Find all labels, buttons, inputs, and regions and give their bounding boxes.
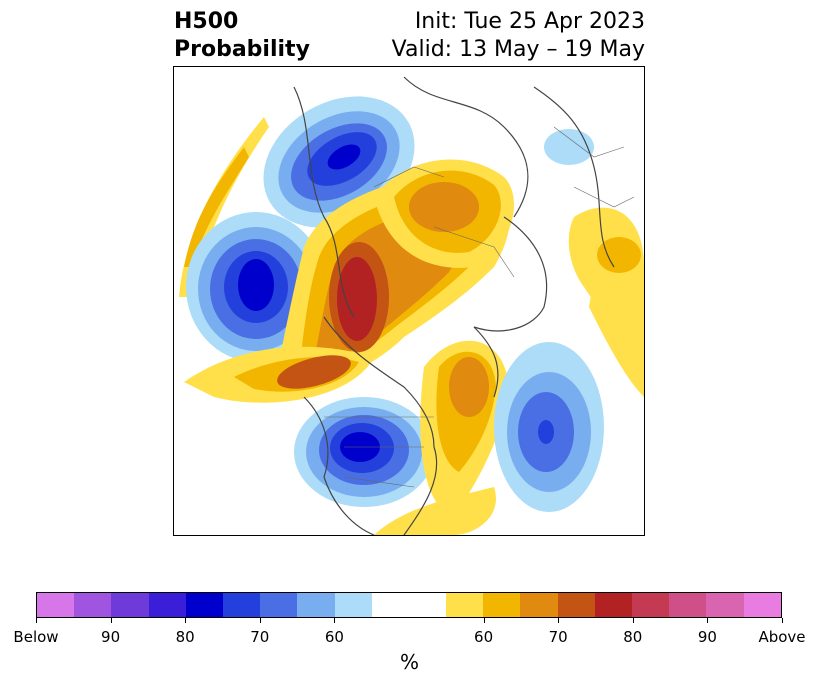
colorbar-segment — [446, 593, 484, 617]
colorbar-tickmark — [782, 618, 783, 623]
colorbar-tickmark — [36, 618, 37, 623]
colorbar-tickmark — [334, 618, 336, 623]
colorbar-tick-label: Below — [13, 628, 59, 646]
blue-anomaly-west-conus — [294, 397, 434, 507]
colorbar-tickmark — [185, 618, 187, 623]
colorbar-tick-label: 80 — [175, 628, 195, 646]
orange-arc-west — [184, 147, 249, 267]
colorbar-segment — [260, 593, 298, 617]
colorbar-tickmark — [632, 618, 634, 623]
colorbar-segment — [408, 593, 447, 617]
colorbar-tick-label: 60 — [324, 628, 344, 646]
colorbar-segment — [743, 593, 781, 617]
orange-anomaly-canada-east — [420, 340, 509, 517]
colorbar-segment — [185, 593, 223, 617]
colorbar-tick-label: 70 — [250, 628, 270, 646]
colorbar-segment — [297, 593, 335, 617]
colorbar-tickmark — [259, 618, 261, 623]
colorbar-segment — [37, 593, 75, 617]
yellow-anomaly-europe — [568, 207, 644, 397]
country-borders — [324, 126, 635, 488]
colorbar-segment — [557, 593, 595, 617]
colorbar-segment — [483, 593, 521, 617]
colorbar-segment — [371, 593, 409, 617]
colorbar-tickmark — [707, 618, 709, 623]
colorbar-tick-label: 80 — [623, 628, 643, 646]
colorbar-segment — [594, 593, 632, 617]
blue-anomaly-atlantic — [494, 342, 604, 512]
colorbar-segment — [520, 593, 558, 617]
yellow-band-southeast — [374, 487, 496, 535]
colorbar-tick-labels: Below 90 80 70 60 60 70 80 90 Above — [0, 628, 819, 648]
title-line-1: H500 — [174, 9, 239, 34]
colorbar-tickmark — [483, 618, 485, 623]
blue-anomaly-east-siberia — [263, 96, 415, 228]
colorbar-unit-label: % — [399, 650, 419, 674]
colorbar-segment — [706, 593, 744, 617]
colorbar-segment — [148, 593, 186, 617]
colorbar-segment — [74, 593, 112, 617]
coastlines — [293, 76, 615, 535]
colorbar — [36, 592, 782, 618]
colorbar-tick-label: 90 — [697, 628, 717, 646]
colorbar-tick-label: 70 — [548, 628, 568, 646]
colorbar-segment — [222, 593, 261, 617]
colorbar-segment — [111, 593, 149, 617]
init-date: Init: Tue 25 Apr 2023 — [414, 9, 645, 34]
colorbar-segment — [632, 593, 670, 617]
probability-map — [173, 66, 645, 536]
map-canvas — [179, 76, 644, 535]
colorbar-tick-label: 90 — [101, 628, 121, 646]
orange-anomaly-east-asia — [374, 159, 514, 268]
title-line-2: Probability — [174, 37, 310, 62]
colorbar-segment — [669, 593, 707, 617]
colorbar-tick-label: Above — [758, 628, 806, 646]
map-title: H500 Probability — [174, 8, 310, 64]
colorbar-tickmark — [110, 618, 112, 623]
colorbar-segment — [334, 593, 372, 617]
light-blue-north — [544, 129, 594, 165]
red-core-southwest — [277, 355, 351, 389]
valid-period: Valid: 13 May – 19 May — [391, 37, 645, 62]
colorbar-tickmark — [558, 618, 560, 623]
colorbar-tick-label: 60 — [474, 628, 494, 646]
map-subtitle: Init: Tue 25 Apr 2023 Valid: 13 May – 19… — [392, 8, 645, 64]
